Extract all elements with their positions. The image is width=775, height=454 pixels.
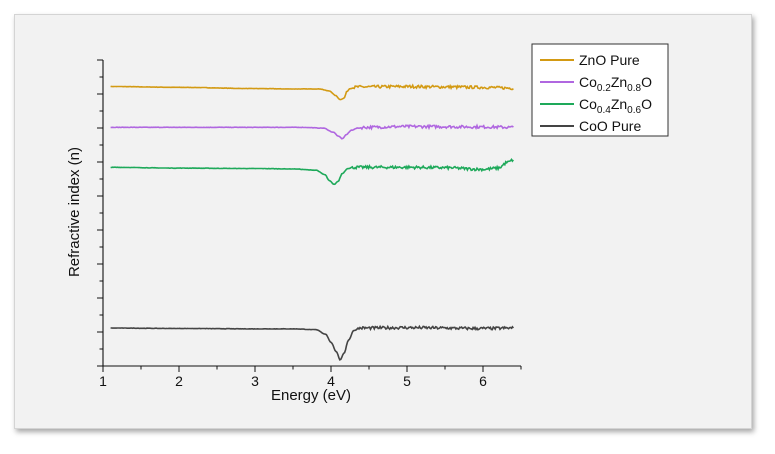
legend-label-0: ZnO Pure bbox=[579, 52, 640, 68]
x-axis-title: Energy (eV) bbox=[271, 387, 351, 404]
series-line-0 bbox=[110, 83, 514, 101]
legend-label-3: CoO Pure bbox=[579, 118, 641, 134]
x-tick-label: 5 bbox=[403, 373, 411, 389]
plot-area bbox=[110, 83, 515, 361]
series-line-1 bbox=[110, 123, 514, 140]
legend-label-1: Co0.2Zn0.8O bbox=[579, 74, 652, 94]
x-tick-label: 2 bbox=[175, 373, 183, 389]
y-axis-title: Refractive index (n) bbox=[66, 147, 83, 277]
x-tick-label: 4 bbox=[327, 373, 335, 389]
series-line-2 bbox=[110, 158, 514, 186]
x-tick-label: 1 bbox=[99, 373, 107, 389]
x-tick-label: 6 bbox=[479, 373, 487, 389]
axes: 1 2 3 4 5 6 bbox=[97, 59, 522, 389]
series-line-3 bbox=[110, 324, 515, 361]
legend-label-2: Co0.4Zn0.6O bbox=[579, 96, 652, 116]
x-tick-label: 3 bbox=[251, 373, 259, 389]
